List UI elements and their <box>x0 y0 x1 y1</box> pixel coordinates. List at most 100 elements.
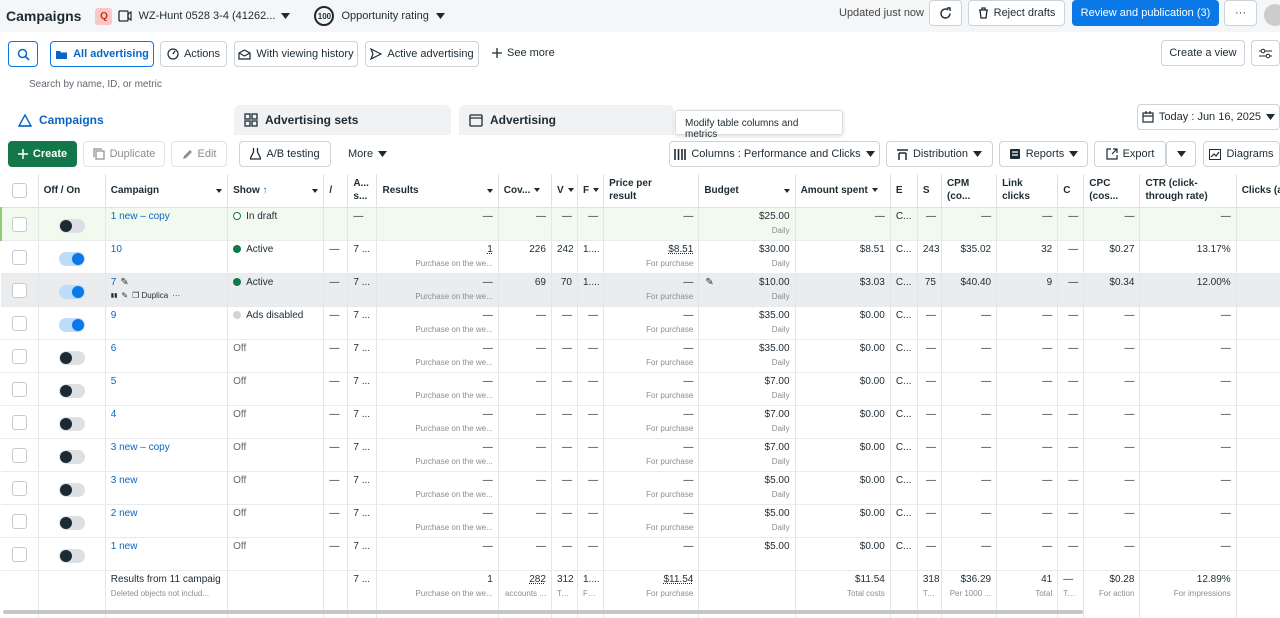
table-row[interactable]: 6 Off — 7 ... — Purchase on the we... — — — — For … <box>1 339 1280 373</box>
row-select-cell[interactable] <box>1 405 39 439</box>
col-coverage[interactable]: Cov... <box>498 174 552 208</box>
campaign-name-cell[interactable]: 6 <box>105 339 229 373</box>
row-select-cell[interactable] <box>1 240 39 274</box>
col-price-per-result[interactable]: Price per result <box>603 174 700 208</box>
budget-cell[interactable]: $7.00 Daily <box>698 438 796 472</box>
columns-selector[interactable]: Columns : Performance and Clicks <box>669 141 880 167</box>
reject-drafts-button[interactable]: Reject drafts <box>968 0 1065 26</box>
budget-cell[interactable]: $30.00 Daily <box>698 240 796 274</box>
row-toggle-cell[interactable] <box>38 339 106 373</box>
campaign-name-link[interactable]: 3 new – copy <box>110 441 170 453</box>
campaign-toggle[interactable] <box>58 218 85 233</box>
campaign-name-cell[interactable]: 5 <box>105 372 229 406</box>
table-row[interactable]: 1 new – copy In draft — — — — — — $25.00 Daily — C.… <box>0 207 1280 241</box>
budget-cell[interactable]: ✎ $10.00 Daily <box>698 273 796 307</box>
row-select-cell[interactable] <box>1 339 39 373</box>
row-select-cell[interactable] <box>1 306 39 340</box>
row-toggle-cell[interactable] <box>38 471 106 505</box>
row-toggle-cell[interactable] <box>38 240 106 274</box>
col-cpc[interactable]: CPC (cos... <box>1083 174 1141 208</box>
campaign-toggle[interactable] <box>58 482 85 497</box>
row-toggle-cell[interactable] <box>38 438 106 472</box>
row-checkbox[interactable] <box>11 249 27 265</box>
campaign-toggle[interactable] <box>58 350 85 365</box>
table-row[interactable]: 9 Ads disabled — 7 ... — Purchase on the we..… <box>1 306 1280 340</box>
col-budget[interactable]: Budget <box>698 174 796 208</box>
diagrams-button[interactable]: Diagrams <box>1203 141 1280 167</box>
ab-testing-button[interactable]: A/B testing <box>239 141 331 167</box>
budget-cell[interactable]: $35.00 Daily <box>698 306 796 340</box>
select-all-checkbox[interactable] <box>11 182 27 198</box>
budget-cell[interactable]: $25.00 Daily <box>698 207 796 241</box>
col-frequency[interactable]: F <box>577 174 605 208</box>
pencil-icon[interactable]: ✎ <box>121 290 129 300</box>
row-toggle-cell[interactable] <box>38 537 106 571</box>
campaign-name-link[interactable]: 3 new <box>110 474 138 486</box>
pencil-icon[interactable]: ✎ <box>705 276 714 288</box>
col-amount-spent[interactable]: Amount spent <box>795 174 891 208</box>
review-publication-button[interactable]: Review and publication (3) <box>1072 0 1219 26</box>
more-actions-button[interactable]: More <box>348 148 388 160</box>
campaign-toggle[interactable] <box>58 548 85 563</box>
campaign-name-cell[interactable]: 3 new <box>105 471 229 505</box>
campaign-name-cell[interactable]: 7 ✎ ▮▮ ✎ ❐ Duplica ··· <box>105 273 229 307</box>
export-button[interactable]: Export <box>1094 141 1166 167</box>
row-select-cell[interactable] <box>1 372 39 406</box>
date-range-picker[interactable]: Today : Jun 16, 2025 <box>1137 104 1280 130</box>
campaign-toggle[interactable] <box>58 383 85 398</box>
campaign-name-cell[interactable]: 2 new <box>105 504 229 538</box>
campaign-toggle[interactable] <box>58 515 85 530</box>
row-toggle-cell[interactable] <box>38 405 106 439</box>
campaign-name-link[interactable]: 5 <box>110 375 117 387</box>
campaign-name-link[interactable]: 7 <box>110 276 117 288</box>
row-checkbox[interactable] <box>11 348 27 364</box>
row-duplicate-button[interactable]: ❐ Duplica <box>132 291 168 300</box>
campaign-name-link[interactable]: 6 <box>110 342 117 354</box>
row-select-cell[interactable] <box>0 207 39 241</box>
budget-cell[interactable]: $5.00 <box>698 537 796 571</box>
table-row[interactable]: 7 ✎ ▮▮ ✎ ❐ Duplica ··· Active —7 ... — Purchase o… <box>1 273 1280 307</box>
campaign-name-link[interactable]: 1 new <box>110 540 138 552</box>
campaign-name-cell[interactable]: 10 <box>105 240 229 274</box>
more-options-button[interactable]: ··· <box>1224 0 1257 26</box>
col-shows[interactable]: S <box>917 174 942 208</box>
export-dropdown-button[interactable] <box>1166 141 1196 167</box>
account-selector[interactable]: WZ-Hunt 0528 3-4 (41262... <box>118 10 291 22</box>
col-ends[interactable]: E <box>890 174 918 208</box>
col-attribution[interactable]: / <box>323 174 349 208</box>
campaign-name-cell[interactable]: 9 <box>105 306 229 340</box>
filter-active-advertising[interactable]: Active advertising <box>365 41 479 67</box>
row-checkbox[interactable] <box>11 447 27 463</box>
see-more-button[interactable]: See more <box>492 47 555 59</box>
table-row[interactable]: 3 new – copy Off — 7 ... — Purchase on the we… <box>1 438 1280 472</box>
row-select-cell[interactable] <box>1 438 39 472</box>
row-select-cell[interactable] <box>1 537 39 571</box>
col-attribution-setting[interactable]: A... s... <box>347 174 378 208</box>
campaign-name-link[interactable]: 9 <box>110 309 117 321</box>
table-row[interactable]: 4 Off — 7 ... — Purchase on the we... — — — — For … <box>1 405 1280 439</box>
table-row[interactable]: 5 Off — 7 ... — Purchase on the we... — — — — For … <box>1 372 1280 406</box>
col-cpm[interactable]: CPM (co... <box>941 174 998 208</box>
col-campaign[interactable]: Campaign <box>105 174 229 208</box>
campaign-toggle[interactable] <box>58 284 85 299</box>
table-row[interactable]: 2 new Off —7 ... — Purchase on the we... — — — —… <box>1 504 1280 538</box>
col-results[interactable]: Results <box>376 174 499 208</box>
campaign-toggle[interactable] <box>58 251 85 266</box>
row-checkbox[interactable] <box>11 414 27 430</box>
row-more-button[interactable]: ··· <box>172 290 181 300</box>
campaign-name-cell[interactable]: 1 new <box>105 537 229 571</box>
budget-cell[interactable]: $5.00 Daily <box>698 471 796 505</box>
row-toggle-cell[interactable] <box>38 207 106 241</box>
col-link-clicks[interactable]: Link clicks <box>996 174 1059 208</box>
refresh-button[interactable] <box>929 0 962 26</box>
budget-cell[interactable]: $7.00 Daily <box>698 372 796 406</box>
search-input[interactable]: Search by name, ID, or metric <box>8 73 1280 97</box>
search-toggle-button[interactable] <box>8 41 38 67</box>
budget-cell[interactable]: $35.00 Daily <box>698 339 796 373</box>
col-offon[interactable]: Off / On <box>38 174 106 208</box>
create-view-button[interactable]: Create a view <box>1161 40 1245 66</box>
table-row[interactable]: 3 new Off —7 ... — Purchase on the we... — — — —… <box>1 471 1280 505</box>
campaign-name-cell[interactable]: 1 new – copy <box>105 207 229 241</box>
table-row[interactable]: 10 Active — 7 ... 1 Purchase on the we... 226 2… <box>1 240 1280 274</box>
filter-actions[interactable]: Actions <box>160 41 227 67</box>
